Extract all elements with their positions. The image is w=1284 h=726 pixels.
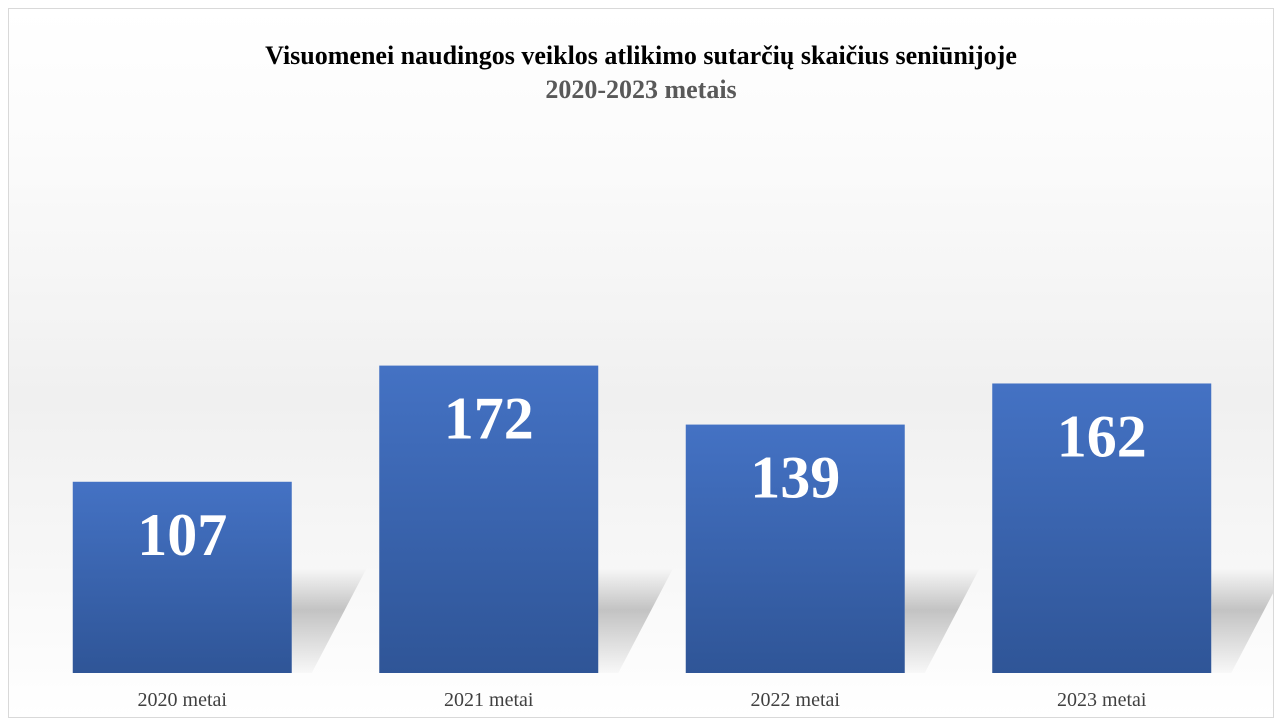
x-tick-label: 2020 metai [138, 689, 228, 711]
chart-subtitle: 2020-2023 metais [545, 75, 737, 104]
x-tick-label: 2022 metai [751, 689, 841, 711]
bar-value-label: 172 [444, 386, 534, 452]
bar-shadow [1211, 568, 1273, 673]
bar-2021-metai [379, 365, 599, 673]
bar-shadow [904, 568, 980, 673]
bar-2020-metai [72, 481, 292, 673]
chart-frame: Visuomenei naudingos veiklos atlikimo su… [8, 8, 1274, 718]
chart-title: Visuomenei naudingos veiklos atlikimo su… [265, 41, 1017, 70]
bar-value-label: 162 [1057, 403, 1147, 469]
bar-2022-metai [685, 424, 905, 673]
bar-shadow [291, 568, 367, 673]
bar-2023-metai [992, 383, 1212, 673]
bar-shadow [598, 568, 674, 673]
x-tick-label: 2021 metai [444, 689, 534, 711]
bar-value-label: 107 [137, 502, 227, 568]
x-tick-label: 2023 metai [1057, 689, 1147, 711]
bar-chart-plot: 107 172 139 162 2020 metai 2021 metai 2022 me… [72, 365, 1273, 711]
bar-value-label: 139 [750, 445, 840, 511]
